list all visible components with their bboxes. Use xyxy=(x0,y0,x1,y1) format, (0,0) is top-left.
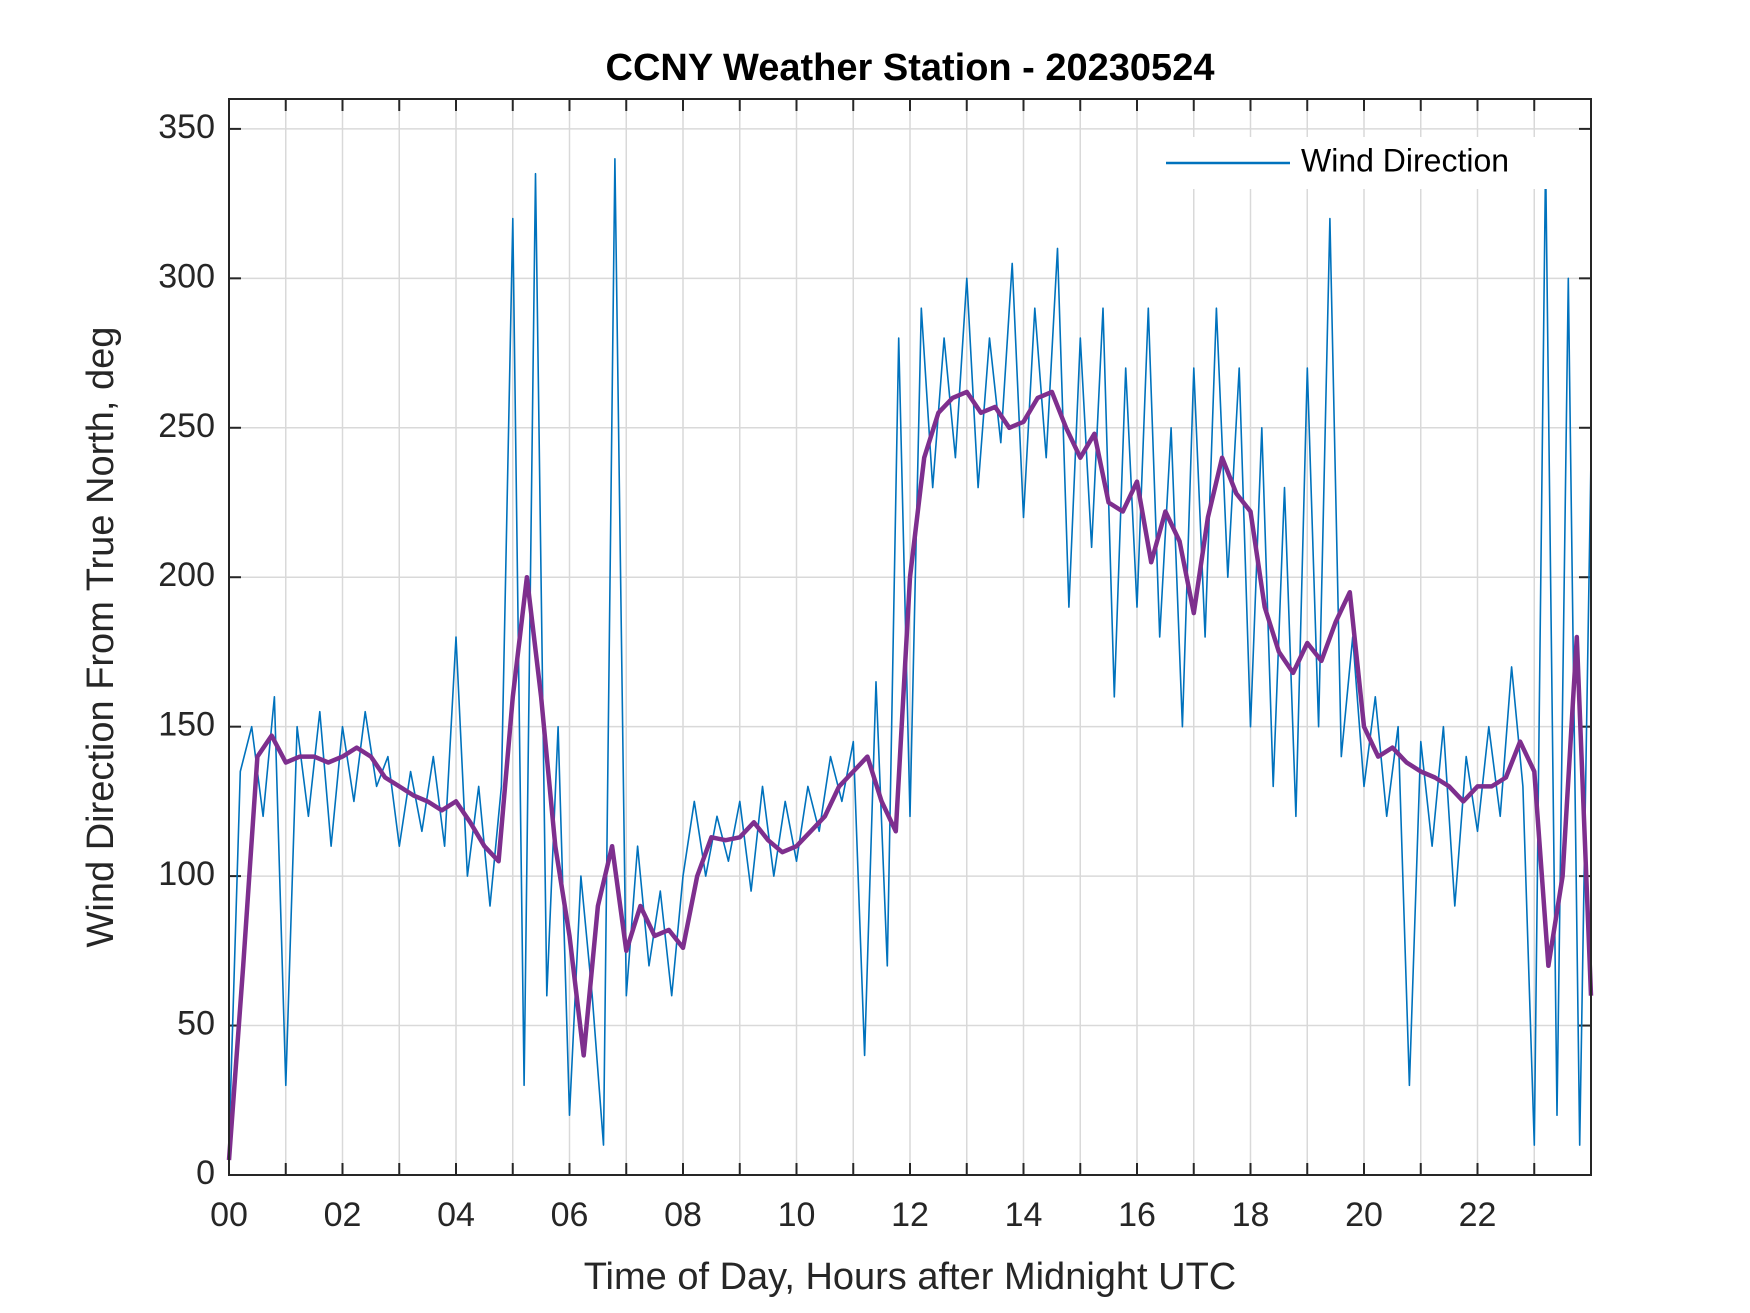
x-tick-label: 14 xyxy=(1005,1196,1043,1234)
data-line xyxy=(228,158,1592,1146)
axes-box xyxy=(228,98,1592,1176)
y-tick-label: 50 xyxy=(177,1005,215,1043)
x-tick-label: 18 xyxy=(1232,1196,1270,1234)
x-tick-label: 00 xyxy=(210,1196,248,1234)
x-tick-label: 04 xyxy=(437,1196,475,1234)
x-tick-label: 10 xyxy=(778,1196,816,1234)
x-tick-label: 20 xyxy=(1345,1196,1383,1234)
legend-label: Wind Direction xyxy=(1301,142,1509,178)
data-line xyxy=(226,389,1594,1161)
y-tick-label: 300 xyxy=(158,257,215,295)
x-tick-label: 16 xyxy=(1118,1196,1156,1234)
chart-title: CCNY Weather Station - 20230524 xyxy=(606,47,1215,89)
y-tick-label: 200 xyxy=(158,556,215,594)
x-tick-label: 22 xyxy=(1459,1196,1497,1234)
x-tick-label: 08 xyxy=(664,1196,702,1234)
x-tick-label: 06 xyxy=(551,1196,589,1234)
y-tick-label: 350 xyxy=(158,108,215,146)
y-tick-label: 100 xyxy=(158,855,215,893)
y-axis-label: Wind Direction From True North, deg xyxy=(80,327,122,948)
x-tick-label: 02 xyxy=(324,1196,362,1234)
x-tick-label: 12 xyxy=(891,1196,929,1234)
y-tick-label: 250 xyxy=(158,407,215,445)
x-axis-label: Time of Day, Hours after Midnight UTC xyxy=(584,1256,1237,1298)
y-tick-label: 0 xyxy=(196,1154,215,1192)
y-tick-label: 150 xyxy=(158,706,215,744)
